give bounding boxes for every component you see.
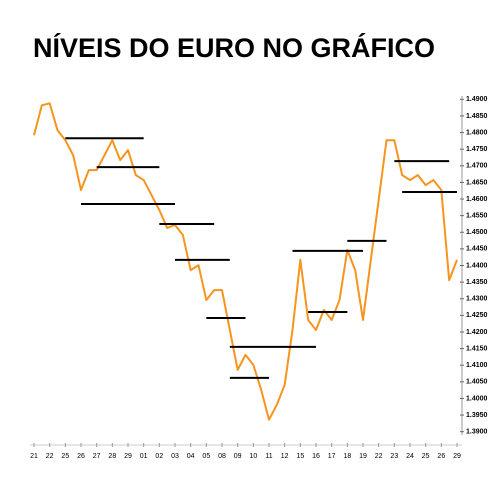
y-tick-label: 1.4900	[466, 96, 488, 103]
y-tick-label: 1.4850	[466, 113, 488, 120]
x-tick-label: 27	[93, 453, 101, 460]
y-tick-label: 1.4350	[466, 279, 488, 286]
y-tick-label: 1.4050	[466, 379, 488, 386]
y-tick-label: 1.4000	[466, 395, 488, 402]
y-tick-label: 1.4500	[466, 229, 488, 236]
x-tick-label: 05	[202, 453, 210, 460]
y-tick-label: 1.4650	[466, 179, 488, 186]
x-tick-label: 26	[77, 453, 85, 460]
x-tick-label: 15	[296, 453, 304, 460]
y-tick-label: 1.4450	[466, 246, 488, 253]
x-tick-label: 21	[30, 453, 38, 460]
x-tick-label: 24	[406, 453, 414, 460]
x-tick-label: 22	[375, 453, 383, 460]
y-tick-label: 1.4600	[466, 196, 488, 203]
y-tick-label: 1.4400	[466, 262, 488, 269]
x-tick-label: 01	[140, 453, 148, 460]
x-tick-label: 26	[437, 453, 445, 460]
x-tick-label: 28	[108, 453, 116, 460]
y-tick-label: 1.4800	[466, 129, 488, 136]
x-tick-label: 23	[390, 453, 398, 460]
y-tick-label: 1.4300	[466, 296, 488, 303]
x-tick-label: 10	[249, 453, 257, 460]
x-tick-label: 04	[187, 453, 195, 460]
y-tick-label: 1.4700	[466, 163, 488, 170]
x-tick-label: 29	[124, 453, 132, 460]
x-tick-label: 29	[453, 453, 461, 460]
x-tick-label: 02	[155, 453, 163, 460]
x-tick-label: 25	[61, 453, 69, 460]
y-tick-label: 1.4150	[466, 345, 488, 352]
y-tick-label: 1.4100	[466, 362, 488, 369]
x-tick-label: 19	[359, 453, 367, 460]
y-tick-label: 1.4200	[466, 329, 488, 336]
y-tick-label: 1.4250	[466, 312, 488, 319]
x-tick-label: 09	[234, 453, 242, 460]
x-tick-label: 03	[171, 453, 179, 460]
y-tick-label: 1.4550	[466, 212, 488, 219]
y-tick-label: 1.3950	[466, 412, 488, 419]
y-tick-label: 1.4750	[466, 146, 488, 153]
price-line	[33, 102, 458, 421]
x-tick-label: 22	[46, 453, 54, 460]
x-tick-label: 16	[312, 453, 320, 460]
chart-title: NÍVEIS DO EURO NO GRÁFICO	[33, 32, 435, 63]
x-tick-label: 08	[218, 453, 226, 460]
x-tick-label: 25	[422, 453, 430, 460]
y-tick-label: 1.3900	[466, 429, 488, 436]
x-tick-label: 12	[281, 453, 289, 460]
x-tick-label: 18	[343, 453, 351, 460]
x-tick-label: 17	[328, 453, 336, 460]
x-tick-label: 11	[265, 453, 272, 460]
